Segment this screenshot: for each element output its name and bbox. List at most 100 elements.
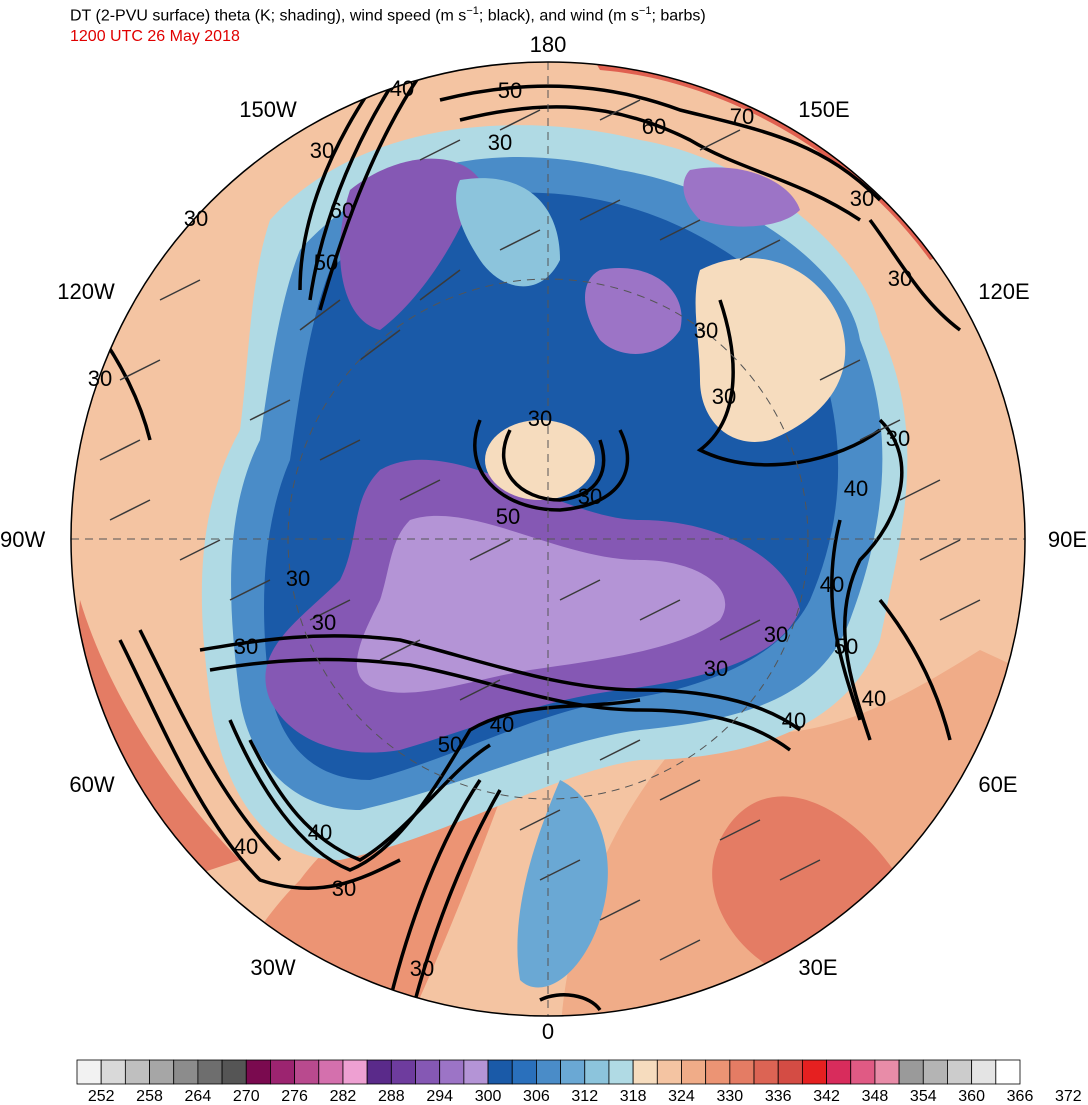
- colorbar-label: 372: [1055, 1088, 1082, 1105]
- contour-label: 40: [390, 76, 414, 101]
- colorbar-box: [76, 1059, 102, 1085]
- graticule: [71, 62, 1025, 1016]
- colorbar-box: [511, 1059, 537, 1085]
- lon-label-90w: 90W: [0, 527, 45, 552]
- colorbar-label: 318: [620, 1088, 647, 1105]
- contour-label: 30: [488, 130, 512, 155]
- contour-label: 40: [844, 476, 868, 501]
- polar-map: 180 150E 120E 90E 60E 30E 0 30W 60W 90W …: [0, 32, 1087, 1044]
- contour-label: 30: [528, 406, 552, 431]
- theta-colorbar: 252 258 264 270 276 282 288 294 300 306 312 318 324 3…: [76, 1059, 1082, 1105]
- contour-label: 30: [850, 186, 874, 211]
- lon-label-180: 180: [530, 32, 567, 57]
- colorbar-label: 354: [910, 1088, 937, 1105]
- colorbar-label: 252: [88, 1088, 115, 1105]
- colorbar-box: [971, 1059, 997, 1085]
- colorbar-box: [149, 1059, 175, 1085]
- contour-label: 40: [782, 708, 806, 733]
- colorbar-box: [390, 1059, 416, 1085]
- colorbar-box: [826, 1059, 852, 1085]
- colorbar-label: 270: [233, 1088, 260, 1105]
- colorbar-box: [656, 1059, 682, 1085]
- colorbar-labels: 252 258 264 270 276 282 288 294 300 306 312 318 324 3…: [88, 1088, 1082, 1105]
- colorbar-label: 294: [426, 1088, 453, 1105]
- contour-label: 30: [410, 956, 434, 981]
- contour-label: 60: [642, 114, 666, 139]
- contour-label: 30: [310, 138, 334, 163]
- lon-label-150w: 150W: [239, 97, 297, 122]
- contour-label: 30: [578, 484, 602, 509]
- colorbar-label: 312: [571, 1088, 598, 1105]
- colorbar-box: [874, 1059, 900, 1085]
- contour-label: 50: [438, 732, 462, 757]
- lon-label-150e: 150E: [798, 97, 849, 122]
- colorbar-box: [197, 1059, 223, 1085]
- colorbar-box: [922, 1059, 948, 1085]
- lon-label-30e: 30E: [798, 955, 837, 980]
- lon-label-120e: 120E: [978, 279, 1029, 304]
- wind-speed-contours: [88, 74, 962, 1016]
- lon-label-30w: 30W: [250, 955, 295, 980]
- map-title: DT (2-PVU surface) theta (K; shading), w…: [70, 5, 706, 25]
- contour-label: 40: [820, 572, 844, 597]
- contour-label: 30: [312, 610, 336, 635]
- colorbar-box: [777, 1059, 803, 1085]
- colorbar-box: [245, 1059, 271, 1085]
- colorbar-box: [584, 1059, 610, 1085]
- colorbar-box: [608, 1059, 634, 1085]
- colorbar-label: 288: [378, 1088, 405, 1105]
- contour-label: 50: [498, 78, 522, 103]
- map-valid-time: 1200 UTC 26 May 2018: [70, 28, 240, 45]
- contour-label: 30: [184, 206, 208, 231]
- colorbar-boxes: [76, 1059, 1021, 1085]
- contour-label: 50: [496, 504, 520, 529]
- contour-label: 40: [490, 712, 514, 737]
- colorbar-box: [415, 1059, 441, 1085]
- colorbar-box: [705, 1059, 731, 1085]
- contour-label: 50: [834, 634, 858, 659]
- contour-label: 50: [314, 250, 338, 275]
- colorbar-label: 360: [958, 1088, 985, 1105]
- contour-label: 40: [862, 686, 886, 711]
- colorbar-box: [995, 1059, 1021, 1085]
- contour-label: 40: [308, 820, 332, 845]
- colorbar-box: [536, 1059, 561, 1085]
- colorbar-box: [681, 1059, 707, 1085]
- contour-label: 70: [730, 104, 754, 129]
- contour-labels: 50 40 60 70 30 30 60 50 30 30 30 30 30 3…: [88, 76, 912, 981]
- lon-label-60e: 60E: [978, 772, 1017, 797]
- colorbar-box: [947, 1059, 973, 1085]
- colorbar-label: 282: [330, 1088, 357, 1105]
- contour-label: 30: [886, 426, 910, 451]
- contour-label: 40: [234, 834, 258, 859]
- colorbar-box: [100, 1059, 126, 1085]
- colorbar-label: 348: [862, 1088, 889, 1105]
- colorbar-label: 324: [668, 1088, 695, 1105]
- colorbar-box: [439, 1059, 465, 1085]
- contour-label: 30: [234, 634, 258, 659]
- longitude-labels: 180 150E 120E 90E 60E 30E 0 30W 60W 90W …: [0, 32, 1087, 1044]
- theta-shading: [71, 62, 1025, 1016]
- colorbar-box: [463, 1059, 489, 1085]
- colorbar-box: [850, 1059, 876, 1085]
- colorbar-box: [124, 1059, 150, 1085]
- colorbar-box: [294, 1059, 320, 1085]
- lon-label-60w: 60W: [69, 772, 114, 797]
- colorbar-box: [729, 1059, 755, 1085]
- colorbar-label: 300: [475, 1088, 502, 1105]
- colorbar-box: [342, 1059, 368, 1085]
- colorbar-label: 276: [281, 1088, 308, 1105]
- colorbar-box: [801, 1059, 827, 1085]
- colorbar-box: [560, 1059, 586, 1085]
- colorbar-box: [173, 1059, 199, 1085]
- colorbar-box: [753, 1059, 779, 1085]
- colorbar-label: 336: [765, 1088, 792, 1105]
- contour-label: 30: [694, 318, 718, 343]
- colorbar-label: 342: [813, 1088, 840, 1105]
- colorbar-label: 366: [1007, 1088, 1034, 1105]
- colorbar-label: 264: [185, 1088, 212, 1105]
- colorbar-box: [487, 1059, 513, 1085]
- contour-label: 30: [704, 656, 728, 681]
- colorbar-box: [898, 1059, 924, 1085]
- map-disc-border: [70, 61, 1026, 1017]
